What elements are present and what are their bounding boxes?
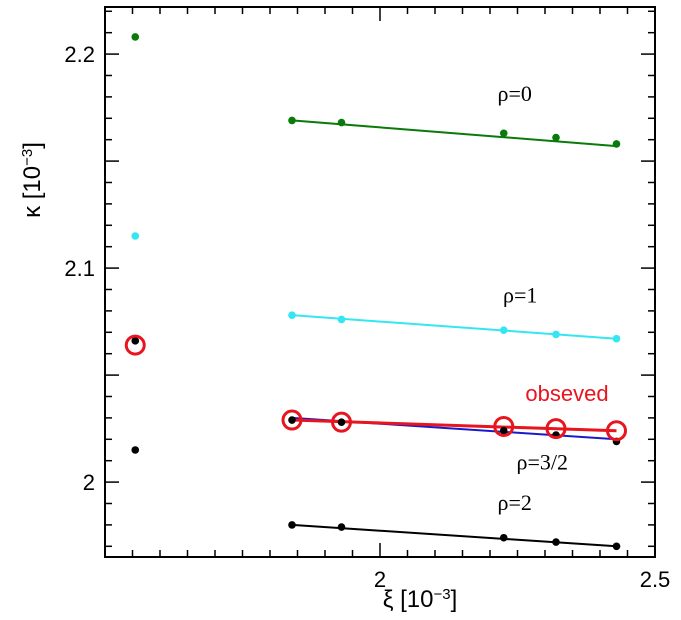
data-point [499, 426, 508, 435]
y-tick-label: 2.1 [64, 256, 95, 281]
y-tick-label: 2 [83, 470, 95, 495]
series-label: ρ=3/2 [517, 449, 569, 474]
data-point [131, 33, 140, 41]
fit-line [291, 523, 617, 548]
data-point [612, 334, 621, 343]
data-point [131, 232, 140, 240]
series-labels: ρ=0 ρ=1 ρ=3/2 ρ=2 obseved [498, 81, 609, 515]
data-point [337, 315, 346, 324]
data-point [131, 446, 140, 454]
data-point [337, 418, 346, 426]
fit-line [291, 119, 617, 148]
series-label: ρ=0 [498, 81, 532, 106]
data-point [288, 416, 296, 424]
data-point [288, 521, 296, 529]
fit-line [291, 418, 617, 433]
data-point [499, 533, 508, 542]
observed-marker [124, 334, 146, 356]
series-label: ρ=1 [503, 282, 537, 307]
ticks [104, 7, 656, 557]
y-axis-title: κ [10−3] [19, 142, 47, 218]
data-point [552, 538, 560, 546]
data-point [288, 116, 296, 125]
data-point [288, 311, 296, 319]
tick-labels: 2 2.5 2 2.1 2.2 [64, 42, 670, 592]
fit-lines [291, 119, 617, 548]
observed-marker [545, 418, 567, 440]
data-points [124, 33, 627, 551]
data-point [612, 140, 621, 148]
data-point [337, 523, 346, 531]
data-point [499, 129, 508, 138]
observed-marker [281, 409, 303, 431]
y-tick-label: 2.2 [64, 42, 95, 67]
series-label: obseved [525, 381, 608, 406]
data-point [552, 330, 560, 339]
data-point [552, 133, 560, 142]
x-tick-label: 2 [374, 567, 386, 592]
observed-marker [606, 420, 627, 442]
observed-marker [493, 415, 515, 437]
data-point [131, 337, 140, 345]
observed-marker [331, 411, 352, 433]
data-point [499, 326, 508, 334]
x-axis-title: ξ [10−3] [383, 586, 458, 614]
data-point [612, 542, 621, 551]
fit-line [291, 314, 617, 340]
data-point [337, 118, 346, 127]
plot-frame [104, 6, 656, 558]
x-tick-label: 2.5 [640, 567, 671, 592]
series-label: ρ=2 [498, 490, 532, 515]
